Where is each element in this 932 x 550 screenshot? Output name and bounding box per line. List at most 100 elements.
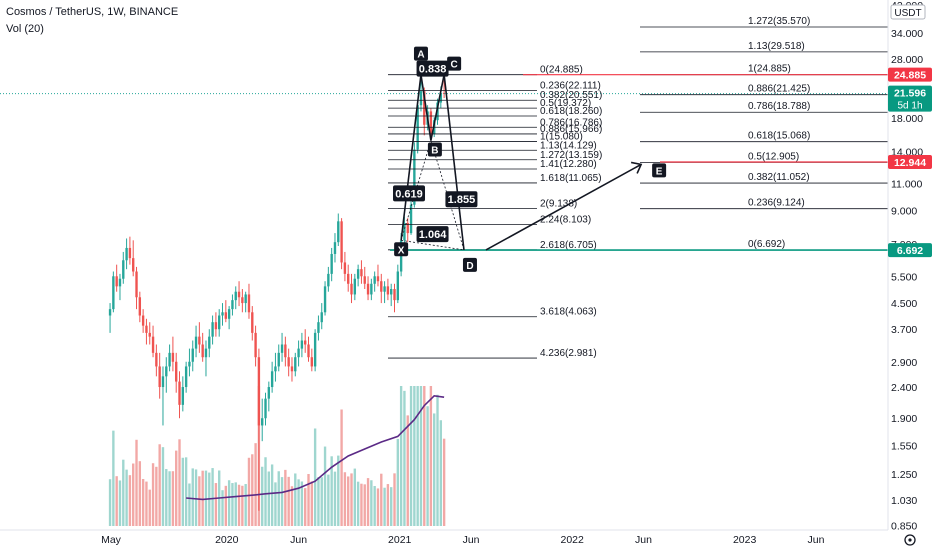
volume-bar-61 xyxy=(310,481,314,526)
candle-body-89 xyxy=(403,222,406,241)
time-tick-4: Jun xyxy=(463,534,480,546)
candle-body-97 xyxy=(429,111,433,134)
time-axis-ticks: May 2020 Jun 2021 Jun 2022 Jun 2023 Jun xyxy=(101,534,825,546)
fib-left-label-0: 0(24.885) xyxy=(540,65,583,76)
candle-body-26 xyxy=(194,336,198,349)
candle-body-21 xyxy=(178,381,181,405)
candle-body-24 xyxy=(188,361,191,367)
price-tick-14: 1.900 xyxy=(891,413,917,425)
candle-body-31 xyxy=(211,322,214,337)
candle-body-64 xyxy=(320,312,323,323)
time-tick-5: 2022 xyxy=(560,534,584,546)
pattern-point-label-x: X xyxy=(398,245,405,256)
time-tick-7: 2023 xyxy=(733,534,757,546)
candle-body-79 xyxy=(370,283,373,295)
volume-bar-20 xyxy=(175,450,178,526)
candle-body-70 xyxy=(340,221,343,263)
harmonic-pattern: X A B C D E 0.838 0.619 1.855 1.064 xyxy=(393,46,667,272)
volume-bar-63 xyxy=(317,477,320,526)
fib-right-label-4: 0.786(18.788) xyxy=(748,101,810,112)
volume-bar-48 xyxy=(267,471,271,526)
volume-bar-54 xyxy=(287,476,290,526)
volume-bar-8 xyxy=(135,439,138,526)
candle-body-41 xyxy=(244,294,247,304)
volume-bar-80 xyxy=(373,486,376,526)
fib-right-label-0: 1.272(35.570) xyxy=(748,16,810,27)
candle-body-86 xyxy=(393,289,396,301)
volume-bar-42 xyxy=(247,457,251,526)
candle-body-46 xyxy=(261,418,264,426)
time-tick-1: 2020 xyxy=(215,534,239,546)
volume-bar-92 xyxy=(413,386,416,526)
volume-bar-13 xyxy=(151,463,155,526)
volume-bar-32 xyxy=(214,483,218,526)
price-tick-6: 11.000 xyxy=(891,179,922,191)
pattern-point-a xyxy=(413,46,428,61)
candle-body-57 xyxy=(297,348,300,358)
volume-bar-19 xyxy=(171,471,175,526)
candle-body-33 xyxy=(218,315,221,330)
volume-bar-58 xyxy=(300,481,304,526)
fib-retracement: 0(24.885)0.236(22.111)0.382(20.551)0.5(1… xyxy=(388,16,888,359)
pattern-point-c xyxy=(447,56,462,71)
candle-body-37 xyxy=(231,300,234,310)
volume-bar-24 xyxy=(188,483,191,526)
volume-bar-3 xyxy=(118,480,122,526)
volume-bar-82 xyxy=(380,473,383,526)
candle-body-18 xyxy=(168,352,171,367)
currency-badge[interactable] xyxy=(890,4,926,20)
volume-bar-95 xyxy=(423,386,426,526)
pattern-point-e xyxy=(652,163,667,178)
candle-body-91 xyxy=(409,204,413,234)
volume-bar-9 xyxy=(138,461,142,526)
candle-body-77 xyxy=(363,276,366,284)
leg-ab xyxy=(420,74,432,141)
volume-bar-4 xyxy=(122,459,125,526)
time-tick-0: May xyxy=(101,534,122,546)
volume-bar-15 xyxy=(158,444,161,526)
fib-right-label-8: 0.236(9.124) xyxy=(748,198,805,209)
candle-body-84 xyxy=(386,286,390,295)
candle-body-42 xyxy=(247,294,251,313)
fib-right-label-6: 0.5(12.905) xyxy=(748,151,799,162)
candle-body-22 xyxy=(181,387,185,405)
candle-body-45 xyxy=(257,357,261,426)
volume-bar-36 xyxy=(227,480,231,526)
ratio-badge-3 xyxy=(416,226,449,243)
time-tick-3: 2021 xyxy=(388,534,412,546)
price-tick-4: 18.000 xyxy=(891,113,923,125)
volume-bar-65 xyxy=(323,446,327,526)
candle-body-49 xyxy=(270,371,274,388)
candle-body-10 xyxy=(141,315,145,326)
volume-bar-10 xyxy=(141,479,145,526)
fib-left-label-3: 0.5(19.372) xyxy=(540,98,591,109)
candle-body-7 xyxy=(132,258,135,272)
volume-bar-59 xyxy=(304,488,307,526)
candle-body-39 xyxy=(237,291,241,298)
candle-body-3 xyxy=(118,278,122,287)
price-badge-label-2: 12.944 xyxy=(894,157,926,169)
candle-body-80 xyxy=(373,276,376,284)
volume-bar-50 xyxy=(274,482,277,526)
volume-bars xyxy=(108,386,446,526)
candle-body-63 xyxy=(317,322,320,333)
volume-bar-84 xyxy=(386,484,390,526)
candle-body-51 xyxy=(277,352,280,367)
fib-left-label-9: 1.272(13.159) xyxy=(540,150,602,161)
candle-body-16 xyxy=(161,376,165,388)
time-tick-6: Jun xyxy=(635,534,652,546)
candle-body-9 xyxy=(138,297,142,316)
candle-body-27 xyxy=(198,336,201,345)
price-tick-18: 0.850 xyxy=(891,521,917,533)
volume-bar-43 xyxy=(251,454,254,526)
settings-gear-icon[interactable] xyxy=(904,534,916,546)
candle-body-32 xyxy=(214,322,218,330)
candle-body-76 xyxy=(360,269,363,277)
candle-body-72 xyxy=(347,273,350,284)
volume-bar-25 xyxy=(191,468,194,526)
candle-body-92 xyxy=(413,149,416,205)
price-badge-2 xyxy=(888,154,932,169)
volume-bar-40 xyxy=(241,485,244,526)
fib-right-label-9: 0(6.692) xyxy=(748,239,785,250)
